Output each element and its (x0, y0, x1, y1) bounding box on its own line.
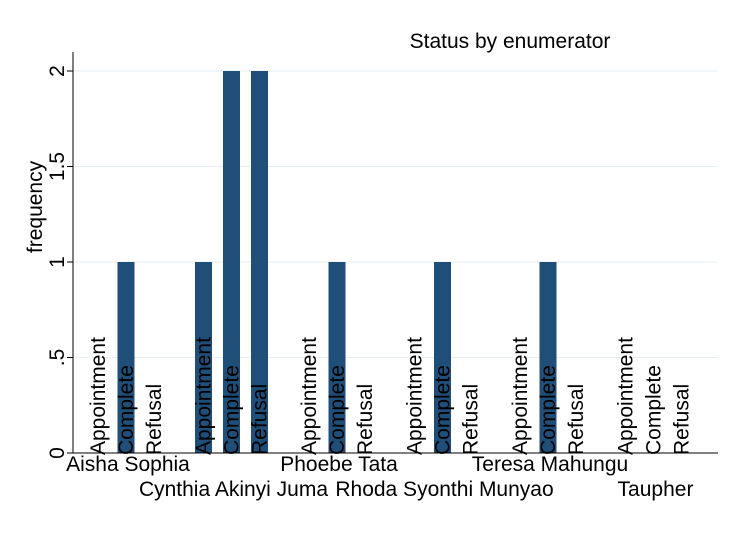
bar (328, 262, 346, 453)
group-label: Aisha Sophia (66, 453, 190, 476)
y-axis-label: frequency (24, 160, 47, 253)
category-label: Complete (432, 365, 455, 455)
category-label: Appointment (193, 337, 216, 455)
category-label: Complete (537, 365, 560, 455)
y-tick-label: 0 (46, 447, 69, 459)
group-label: Phoebe Tata (280, 453, 398, 476)
y-axis-ticks: 0 .5 1 1.5 2 (46, 65, 73, 459)
category-label: Appointment (509, 337, 532, 455)
category-label: Complete (115, 365, 138, 455)
bar (195, 262, 212, 453)
chart-title: Status by enumerator (410, 30, 611, 53)
y-tick-label: .5 (46, 349, 69, 367)
category-label: Appointment (615, 337, 638, 455)
category-label: Refusal (671, 384, 694, 455)
bar (434, 262, 451, 453)
category-label: Appointment (404, 337, 427, 455)
y-tick-label: 1.5 (46, 152, 69, 181)
group-label: Taupher (618, 478, 694, 501)
category-label: Complete (643, 365, 666, 455)
y-tick-label: 1 (46, 256, 69, 268)
bar (117, 262, 135, 453)
bar (251, 71, 268, 453)
group-label: Cynthia Akinyi Juma (139, 478, 328, 501)
category-label: Complete (326, 365, 349, 455)
category-label: Refusal (565, 384, 588, 455)
group-label: Rhoda Syonthi Munyao (335, 478, 553, 501)
bars (117, 71, 557, 453)
category-labels: Appointment Complete Refusal Appointment Com… (87, 337, 694, 455)
category-label: Appointment (298, 337, 321, 455)
category-label: Refusal (460, 384, 483, 455)
y-tick-label: 2 (46, 65, 69, 77)
category-label: Appointment (87, 337, 110, 455)
bar (539, 262, 557, 453)
category-label: Refusal (249, 384, 272, 455)
category-label: Complete (221, 365, 244, 455)
bar (223, 71, 240, 453)
category-label: Refusal (143, 384, 166, 455)
grid-lines (73, 70, 718, 358)
category-label: Refusal (354, 384, 377, 455)
group-label: Teresa Mahungu (472, 453, 628, 476)
